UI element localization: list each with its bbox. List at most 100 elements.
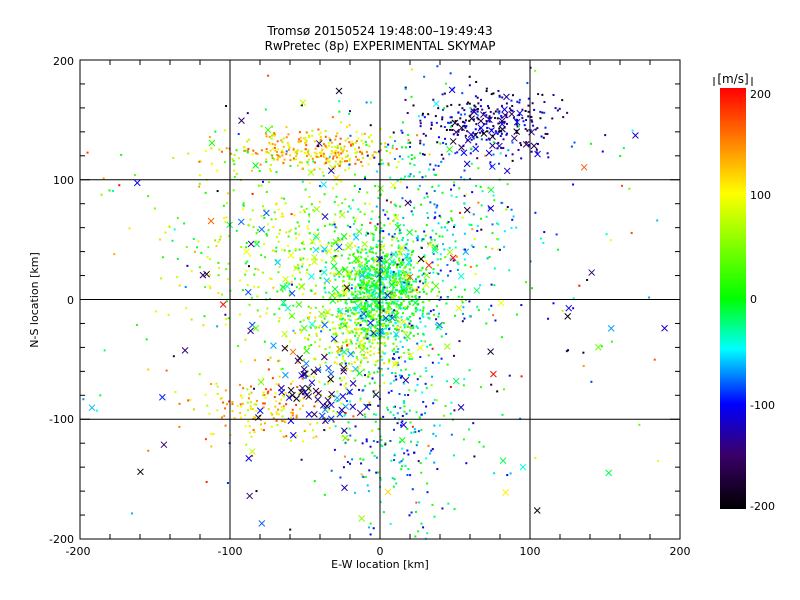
data-point-x <box>133 179 141 187</box>
data-point <box>280 248 283 251</box>
data-point <box>304 346 307 349</box>
data-point <box>570 145 573 148</box>
data-point <box>274 405 277 408</box>
data-point <box>344 441 347 444</box>
data-point <box>389 136 392 139</box>
data-point-x <box>405 258 413 266</box>
data-point <box>323 317 326 320</box>
data-point <box>369 522 372 525</box>
data-point <box>367 268 370 271</box>
data-point <box>198 160 201 163</box>
data-point <box>394 361 397 364</box>
data-point-x <box>358 515 366 522</box>
data-point <box>427 316 430 319</box>
data-point <box>364 175 367 178</box>
data-point <box>273 134 276 137</box>
data-point <box>230 152 233 155</box>
data-point <box>348 276 351 279</box>
data-point <box>362 278 365 281</box>
data-point <box>380 305 383 308</box>
data-point <box>399 376 402 379</box>
data-point-x <box>373 327 381 334</box>
data-point <box>239 412 242 415</box>
data-point <box>320 330 323 333</box>
data-point <box>278 375 281 378</box>
data-point-x <box>356 409 364 417</box>
data-point <box>322 328 325 331</box>
data-point <box>393 203 396 206</box>
data-point <box>419 355 422 358</box>
data-point <box>345 310 348 313</box>
data-point <box>260 125 263 128</box>
data-point <box>336 341 339 344</box>
data-point <box>249 401 252 404</box>
data-point-x <box>314 366 322 374</box>
data-point <box>392 287 395 290</box>
data-point <box>400 316 403 319</box>
data-point <box>491 232 494 235</box>
data-point <box>435 305 438 308</box>
data-point <box>257 268 260 271</box>
data-point <box>302 167 305 170</box>
data-point <box>359 150 362 153</box>
data-point-x <box>533 507 541 514</box>
data-point <box>376 284 379 287</box>
data-point <box>380 142 383 145</box>
data-point <box>432 402 435 405</box>
data-point <box>498 127 501 130</box>
data-point <box>207 246 210 249</box>
data-point <box>264 396 267 399</box>
data-point <box>364 302 367 305</box>
data-point-x <box>403 272 410 279</box>
data-point <box>314 327 317 330</box>
data-point <box>206 404 209 407</box>
data-point-x <box>487 186 495 194</box>
data-point <box>391 357 394 360</box>
data-point-x <box>342 284 349 291</box>
data-point-x <box>346 388 353 396</box>
data-point <box>403 336 406 339</box>
data-point <box>247 147 250 150</box>
data-point <box>418 280 421 283</box>
data-point <box>342 466 345 469</box>
data-point <box>269 163 272 166</box>
data-point <box>354 141 357 144</box>
data-point <box>441 191 444 194</box>
data-point <box>318 151 321 154</box>
data-point <box>496 108 499 111</box>
data-point <box>444 137 447 140</box>
data-point <box>308 232 311 235</box>
data-point <box>369 445 372 448</box>
data-point <box>410 253 413 256</box>
data-point <box>305 140 308 143</box>
data-point <box>304 148 307 151</box>
data-point <box>515 226 518 229</box>
data-point <box>345 382 348 385</box>
data-point <box>470 147 473 150</box>
data-point-x <box>501 106 508 113</box>
data-point <box>415 307 418 310</box>
data-point <box>359 364 362 367</box>
data-point <box>441 279 444 282</box>
data-point <box>312 209 315 212</box>
data-point <box>488 138 491 141</box>
data-point <box>511 104 514 107</box>
data-point-x <box>394 223 402 231</box>
data-point <box>396 263 399 266</box>
data-point <box>364 336 367 339</box>
data-point <box>192 408 195 411</box>
data-point <box>362 317 365 320</box>
data-point <box>388 358 391 361</box>
data-point <box>372 352 375 355</box>
data-point <box>375 151 378 154</box>
data-point <box>480 98 483 101</box>
data-point <box>306 225 309 228</box>
data-point <box>380 319 383 322</box>
data-point <box>307 316 310 319</box>
data-point <box>340 148 343 151</box>
data-point <box>267 390 270 393</box>
data-point <box>297 138 300 141</box>
data-point <box>287 244 290 247</box>
data-point <box>304 337 307 340</box>
data-point <box>295 158 298 161</box>
